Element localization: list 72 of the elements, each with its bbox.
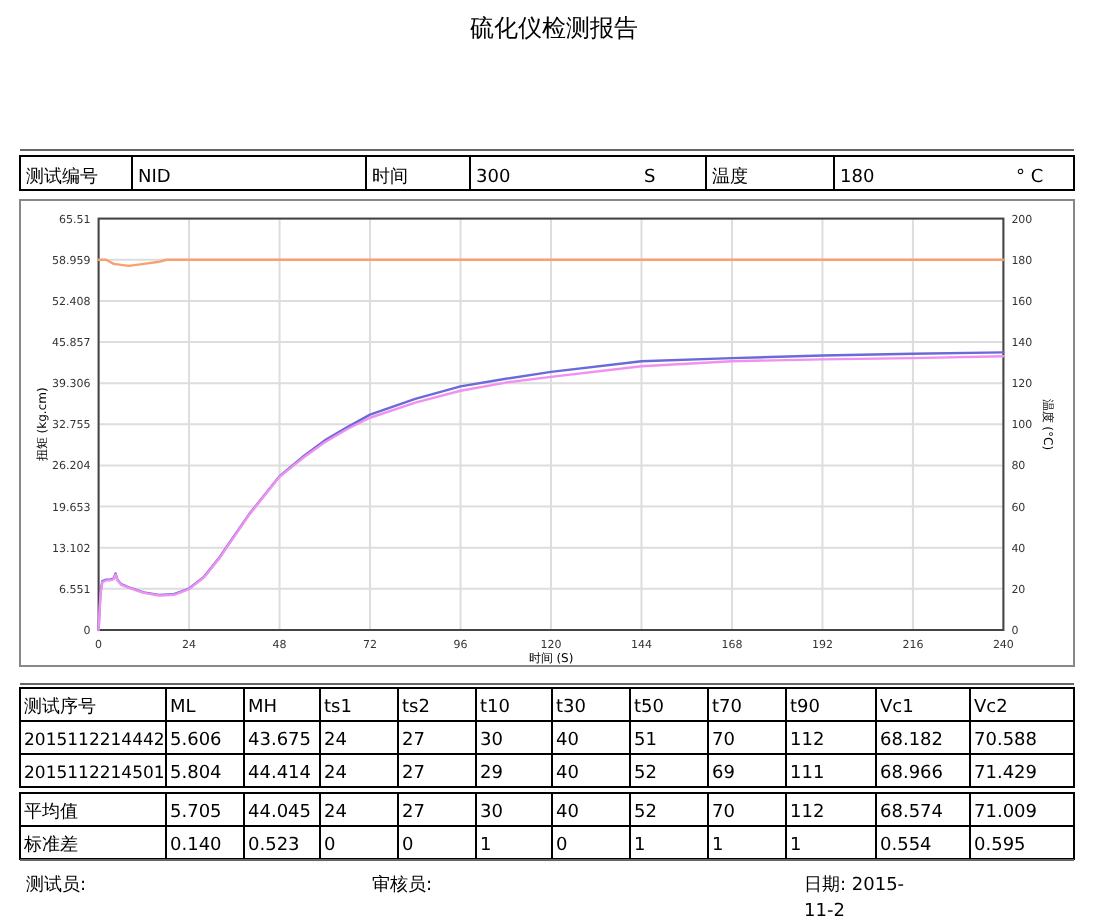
- text: 测试序号: [24, 696, 96, 718]
- text: 70.588: [974, 731, 1038, 751]
- text: Vc2: [974, 698, 1008, 718]
- text: 1: [480, 836, 492, 856]
- text: 平均值: [24, 801, 78, 823]
- text: 硫化仪检测报告: [470, 14, 638, 42]
- text: 5.606: [170, 731, 223, 751]
- text: 112: [790, 731, 825, 751]
- text: 43.675: [248, 731, 311, 751]
- text: 1: [790, 836, 802, 856]
- text: t70: [712, 698, 743, 718]
- text: ML: [170, 698, 196, 718]
- text: 5.705: [170, 803, 222, 823]
- text: 标准差: [22, 834, 78, 856]
- text: Vc1: [880, 698, 914, 718]
- text: 40: [556, 731, 580, 751]
- text: 51: [634, 731, 657, 751]
- text: 0: [556, 836, 568, 856]
- text: 审核员:: [372, 874, 433, 896]
- text: 52: [634, 803, 657, 823]
- text: 0.595: [974, 836, 1026, 856]
- text: NID: [138, 168, 171, 188]
- text: 0.523: [248, 836, 300, 856]
- text: 40: [556, 764, 580, 784]
- text: 时间: [372, 166, 408, 188]
- text: 2015112214442: [24, 731, 165, 751]
- text: 70: [712, 803, 736, 823]
- text: t90: [790, 698, 821, 718]
- text: 40: [556, 803, 580, 823]
- text: 44.414: [248, 764, 312, 784]
- text: 24: [324, 731, 348, 751]
- text: 日期: 2015-11-2: [804, 874, 905, 920]
- text: 0.140: [170, 836, 223, 856]
- text: S: [644, 168, 656, 188]
- text: ts1: [324, 698, 352, 718]
- text: 0: [402, 836, 414, 856]
- text: 71.429: [974, 764, 1038, 784]
- text: MH: [248, 698, 278, 718]
- text: ts2: [402, 698, 430, 718]
- text: 2015112214501: [24, 764, 165, 784]
- text: 0: [324, 836, 336, 856]
- text: t10: [480, 698, 511, 718]
- text: 温度: [712, 166, 748, 188]
- text: 300: [476, 168, 511, 188]
- text: 30: [480, 803, 504, 823]
- text: 71.009: [974, 803, 1038, 823]
- text: 27: [402, 764, 425, 784]
- text: t50: [634, 698, 665, 718]
- text: 68.182: [880, 731, 943, 751]
- text: 112: [790, 803, 825, 823]
- text: 27: [402, 731, 425, 751]
- text: 69: [712, 764, 736, 784]
- text: ° C: [1016, 168, 1044, 188]
- text: 0.554: [880, 836, 933, 856]
- text: 70: [712, 731, 736, 751]
- text: 测试员:: [26, 874, 87, 896]
- text: 24: [324, 803, 348, 823]
- text: 24: [324, 764, 348, 784]
- text: 30: [480, 731, 504, 751]
- text: 5.804: [170, 764, 223, 784]
- text: 180: [840, 168, 875, 188]
- text: 测试编号: [26, 166, 98, 188]
- text: t30: [556, 698, 587, 718]
- text: 44.045: [248, 803, 311, 823]
- text: 29: [480, 764, 504, 784]
- text: 1: [712, 836, 724, 856]
- text: 68.966: [880, 764, 944, 784]
- text: 27: [402, 803, 425, 823]
- text: 52: [634, 764, 657, 784]
- text: 68.574: [880, 803, 944, 823]
- text: 1: [634, 836, 646, 856]
- text: 111: [790, 764, 825, 784]
